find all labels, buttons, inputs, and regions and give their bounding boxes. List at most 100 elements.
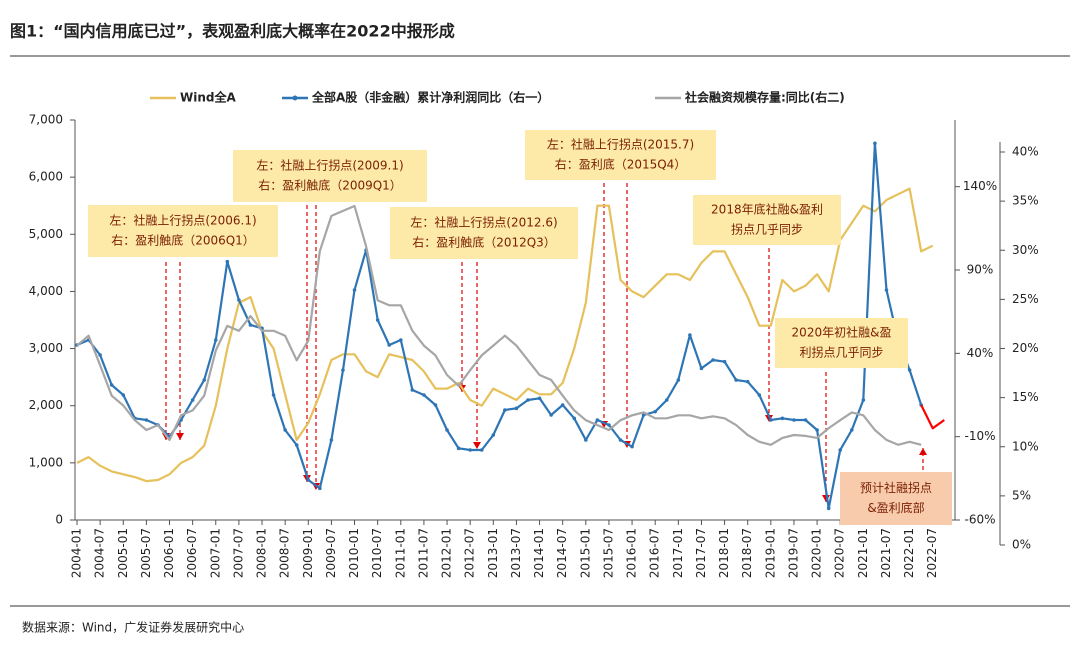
- series-marker: [826, 506, 831, 511]
- series-marker: [688, 333, 692, 337]
- series-marker: [248, 323, 253, 327]
- arrow-head: [919, 448, 927, 455]
- series-marker: [271, 393, 276, 397]
- x-tick-label: 2010-01: [347, 528, 361, 578]
- x-tick-label: 2017-07: [694, 528, 708, 578]
- x-tick-label: 2012-01: [440, 528, 454, 578]
- series-line: [76, 142, 923, 510]
- series-marker: [341, 368, 345, 372]
- x-tick-label: 2007-01: [208, 528, 222, 578]
- annotation-box: [840, 472, 952, 525]
- annotation-text: &盈利底部: [867, 500, 924, 515]
- series-marker: [514, 406, 519, 411]
- series-marker: [98, 353, 102, 357]
- legend-marker: [292, 95, 298, 101]
- y3-tick-label: 40%: [1012, 145, 1039, 159]
- series-marker: [907, 368, 912, 372]
- annotation-text: 预计社融拐点: [860, 480, 932, 495]
- y2-tick-label: -10%: [964, 429, 995, 443]
- y-tick-label: 0: [55, 513, 63, 527]
- x-tick-label: 2018-01: [717, 528, 731, 578]
- x-tick-label: 2014-01: [532, 528, 546, 578]
- series-marker: [225, 259, 230, 264]
- x-tick-label: 2015-07: [601, 528, 615, 578]
- series-marker: [607, 423, 611, 427]
- series-marker: [549, 413, 553, 417]
- series-marker: [109, 383, 114, 387]
- series-marker: [838, 448, 843, 452]
- series-marker: [306, 478, 311, 482]
- series-marker: [722, 359, 727, 364]
- x-tick-label: 2004-07: [93, 528, 107, 578]
- series-marker: [815, 428, 819, 432]
- x-tick-label: 2006-07: [185, 528, 199, 578]
- x-tick-label: 2009-01: [301, 528, 315, 578]
- series-marker: [711, 358, 715, 362]
- series-marker: [375, 318, 380, 322]
- series-marker: [849, 428, 854, 432]
- x-tick-label: 2020-01: [810, 528, 824, 578]
- y-tick-label: 2,000: [29, 398, 63, 412]
- y3-tick-label: 5%: [1012, 488, 1031, 502]
- x-tick-label: 2004-01: [70, 528, 84, 578]
- series-marker: [329, 438, 334, 442]
- y3-tick-label: 30%: [1012, 243, 1039, 257]
- annotation-box: [233, 150, 427, 202]
- x-tick-label: 2021-01: [856, 528, 870, 578]
- legend-label: 全部A股（非金融）累计净利润同比（右一）: [311, 90, 549, 105]
- y-tick-label: 3,000: [29, 341, 63, 355]
- y-tick-label: 6,000: [29, 170, 63, 184]
- series-marker: [618, 438, 623, 442]
- series-marker: [237, 298, 241, 302]
- x-tick-label: 2006-01: [162, 528, 176, 578]
- x-tick-label: 2022-01: [902, 528, 916, 578]
- series-marker: [803, 418, 808, 422]
- series-marker: [526, 398, 530, 402]
- annotation-text: 2020年初社融&盈: [792, 325, 892, 340]
- series-marker: [699, 366, 704, 371]
- series-marker: [352, 288, 357, 292]
- arrow-head: [473, 442, 481, 449]
- annotation-text: 左：社融上行拐点(2006.1): [109, 213, 256, 228]
- series-marker: [190, 398, 195, 402]
- annotation-text: 左：社融上行拐点(2009.1): [256, 158, 403, 173]
- x-tick-label: 2019-01: [763, 528, 777, 578]
- series-marker: [630, 444, 634, 449]
- series-marker: [468, 448, 472, 452]
- series-marker: [584, 438, 588, 442]
- x-tick-label: 2005-07: [139, 528, 153, 578]
- x-tick-label: 2021-07: [879, 528, 893, 578]
- y2-tick-label: -60%: [964, 513, 995, 527]
- annotation-box: [88, 205, 278, 257]
- series-line: [76, 187, 934, 483]
- series-marker: [664, 398, 669, 402]
- series-marker: [676, 378, 681, 382]
- x-tick-label: 2008-01: [255, 528, 269, 578]
- x-tick-label: 2017-01: [671, 528, 685, 578]
- series-marker: [445, 428, 449, 432]
- annotation-box: [525, 130, 716, 180]
- y2-tick-label: 90%: [967, 263, 994, 277]
- series-marker: [734, 378, 738, 382]
- y3-tick-label: 15%: [1012, 390, 1039, 404]
- y3-tick-label: 35%: [1012, 194, 1039, 208]
- annotation-text: 右：盈利底（2015Q4）: [555, 157, 687, 172]
- annotation-box: [775, 318, 908, 368]
- series-marker: [861, 398, 866, 402]
- annotation-text: 拐点几乎同步: [731, 222, 803, 237]
- annotation-text: 左：社融上行拐点(2012.6): [410, 215, 557, 230]
- x-tick-label: 2014-07: [555, 528, 569, 578]
- annotation-text: 左：社融上行拐点(2015.7): [547, 137, 694, 152]
- y-tick-label: 7,000: [29, 113, 63, 127]
- y2-tick-label: 140%: [963, 179, 997, 193]
- series-marker: [653, 409, 657, 414]
- annotation-text: 右：盈利触底（2009Q1）: [258, 178, 402, 193]
- x-tick-label: 2018-07: [740, 528, 754, 578]
- x-tick-label: 2011-07: [416, 528, 430, 578]
- y3-tick-label: 10%: [1012, 439, 1039, 453]
- series-marker: [884, 288, 889, 292]
- arrow-head: [176, 433, 184, 440]
- series-marker: [422, 393, 426, 397]
- series-marker: [283, 428, 287, 432]
- annotation-text: 2018年底社融&盈利: [711, 202, 823, 217]
